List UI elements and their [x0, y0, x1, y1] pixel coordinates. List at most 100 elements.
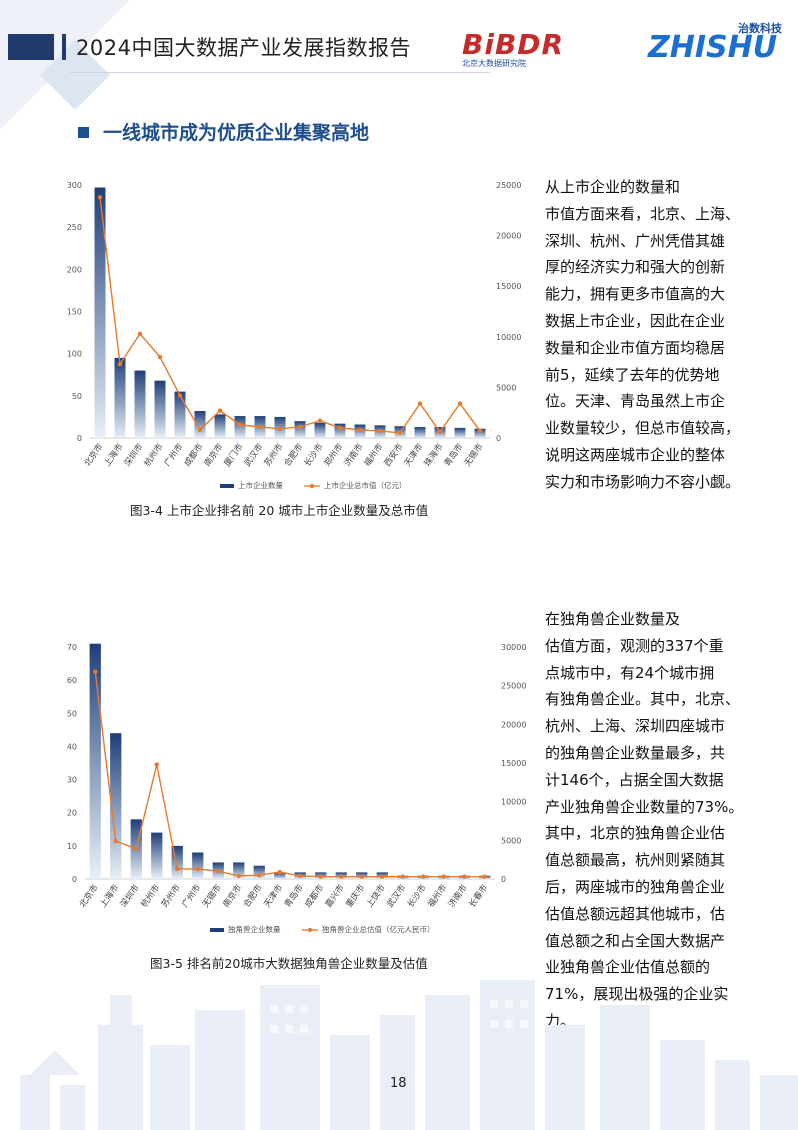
paragraph2-line: 在独角兽企业数量及 [545, 610, 681, 628]
paragraph2-line: 值总额之和占全国大数据产 [545, 931, 726, 950]
y2-tick-label: 15000 [496, 282, 521, 291]
bibdr-logo: BiBDR 北京大数据研究院 [462, 28, 632, 68]
x-tick-label: 上饶市 [364, 882, 388, 910]
paragraph2-line: 71%，展现出极强的企业实 [545, 985, 729, 1004]
x-tick-label: 嘉兴市 [323, 882, 347, 910]
paragraph2-line: 值总额最高，杭州则紧随其 [545, 851, 726, 870]
y-tick-label: 20 [67, 809, 77, 818]
x-tick-label: 长沙市 [302, 441, 326, 469]
x-tick-label: 福州市 [426, 882, 450, 910]
bar [294, 421, 306, 438]
line-point [421, 874, 426, 879]
x-tick-label: 无锡市 [200, 882, 224, 910]
line-point [277, 869, 282, 875]
x-tick-label: 长春市 [467, 882, 491, 910]
x-tick-label: 无锡市 [462, 441, 486, 469]
section-title: 一线城市成为优质企业集聚高地 [103, 122, 370, 144]
line-point [318, 874, 323, 879]
line-point [117, 361, 123, 367]
bar [89, 643, 101, 879]
paragraph2-line: 点城市中，有24个城市拥 [545, 663, 715, 682]
x-tick-label: 上海市 [102, 441, 126, 469]
x-tick-label: 济南市 [342, 441, 366, 469]
paragraph1-line: 数据上市企业，因此在企业 [545, 311, 726, 330]
x-tick-label: 西安市 [382, 441, 406, 469]
x-tick-label: 南京市 [221, 882, 245, 910]
y2-tick-label: 20000 [496, 232, 521, 241]
figure-caption-1: 图3-4 上市企业排名前 20 城市上市企业数量及总市值 [130, 503, 429, 518]
x-tick-label: 郑州市 [322, 441, 346, 469]
x-tick-label: 青岛市 [282, 882, 306, 910]
section-heading: 一线城市成为优质企业集聚高地 [78, 118, 369, 145]
legend-line-marker [307, 927, 313, 933]
figure-caption-2: 图3-5 排名前20城市大数据独角兽企业数量及估值 [150, 956, 428, 971]
bibdr-logo-text: BiBDR [462, 28, 565, 61]
x-tick-label: 天津市 [262, 882, 286, 910]
paragraph1-line: 业数量较少，但总市值较高， [545, 419, 741, 438]
bar [454, 427, 466, 438]
line-point [339, 874, 344, 879]
line-point [216, 869, 221, 874]
paragraph2-line: 杭州、上海、深圳四座城市 [545, 717, 726, 736]
line-point [137, 331, 143, 336]
line-point [257, 424, 263, 430]
paragraph2-line: 有独角兽企业。其中，北京、 [545, 690, 741, 709]
header-rule [70, 72, 490, 73]
header-accent-bar [8, 34, 54, 60]
line-point [93, 669, 98, 674]
page-header: 2024中国大数据产业发展指数报告 BiBDR 北京大数据研究院 治数科技 ZH… [0, 22, 798, 68]
section-bullet-icon [78, 127, 89, 138]
y2-tick-label: 25000 [501, 682, 526, 691]
y-tick-label: 40 [67, 742, 77, 751]
bar [192, 852, 204, 879]
x-tick-label: 厦门市 [222, 441, 246, 469]
bar [274, 872, 286, 879]
legend-bar-swatch [210, 928, 224, 932]
y2-tick-label: 0 [501, 875, 506, 884]
x-tick-label: 合肥市 [241, 882, 265, 910]
line-point [437, 429, 443, 435]
paragraph1-line: 位。天津、青岛虽然上市企 [545, 392, 726, 411]
paragraph1-line: 实力和市场影响力不容小觑。 [545, 472, 741, 491]
bar [414, 427, 426, 438]
line-point [397, 430, 403, 436]
y2-tick-label: 15000 [501, 759, 526, 768]
bar [94, 187, 106, 438]
y-tick-label: 70 [67, 643, 77, 652]
city-skyline-decoration [20, 980, 798, 1130]
line-point [482, 874, 487, 879]
y-tick-label: 0 [77, 434, 82, 443]
header-separator [62, 34, 66, 60]
legend-bar-label: 独角兽企业数量 [228, 924, 281, 934]
x-tick-label: 广州市 [180, 882, 204, 910]
y2-tick-label: 25000 [496, 181, 521, 190]
line-point [359, 874, 364, 879]
x-tick-label: 南京市 [202, 441, 226, 469]
x-tick-label: 天津市 [402, 441, 426, 469]
legend-line-marker [309, 483, 315, 489]
bar [134, 370, 146, 438]
line-point [237, 422, 243, 428]
line-point [298, 873, 303, 879]
y-tick-label: 50 [72, 392, 82, 401]
x-tick-label: 青岛市 [442, 441, 466, 469]
line-point [462, 874, 467, 879]
page-number: 18 [390, 1076, 407, 1091]
legend-line-label: 上市企业总市值（亿元） [324, 480, 407, 490]
bar [154, 380, 166, 438]
x-tick-label: 苏州市 [262, 441, 286, 469]
line-point [317, 418, 323, 423]
x-tick-label: 深圳市 [122, 441, 146, 469]
line-point [400, 874, 405, 879]
bar [314, 422, 326, 438]
x-tick-label: 珠海市 [422, 441, 446, 469]
y-tick-label: 300 [67, 181, 82, 190]
zhishu-logo-cn: 治数科技 [738, 22, 782, 35]
y-tick-label: 150 [67, 308, 82, 317]
line-point [217, 408, 223, 413]
bar [253, 865, 265, 879]
bibdr-logo-subtitle: 北京大数据研究院 [462, 59, 526, 68]
paragraph-unicorn-companies: 在独角兽企业数量及 估值方面，观测的337个重 点城市中，有24个城市拥 有独角兽企业… [545, 606, 743, 1035]
zhishu-logo: 治数科技 ZHISHU [648, 20, 788, 68]
line-point [97, 194, 103, 200]
